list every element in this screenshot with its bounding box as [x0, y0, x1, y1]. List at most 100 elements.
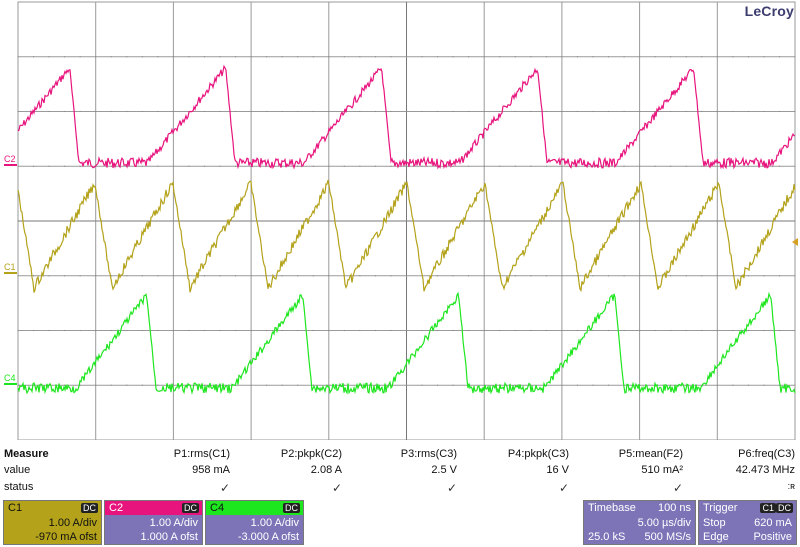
grid-dot: [716, 384, 718, 386]
grid-dot: [157, 275, 159, 277]
grid-dot: [639, 165, 641, 167]
grid-dot: [732, 165, 734, 167]
grid-dot: [328, 329, 330, 332]
grid-dot: [64, 56, 66, 58]
grid-dot: [359, 220, 361, 222]
grid-dot: [701, 329, 703, 332]
grid-dot: [499, 56, 501, 58]
grid-dot: [234, 275, 237, 277]
grid-dot: [716, 110, 718, 113]
grid-dot: [716, 165, 718, 167]
grid-dot: [685, 329, 687, 332]
grid-dot: [701, 275, 703, 277]
grid-dot: [219, 220, 221, 222]
grid-dot: [203, 165, 206, 167]
grid-dot: [390, 165, 392, 167]
channel-box-c1[interactable]: C1 DC 1.00 A/div -970 mA ofst: [3, 500, 102, 545]
grid-dot: [17, 275, 19, 277]
param-name-p4[interactable]: P4:pkpk(C3): [507, 448, 569, 460]
measure-value-row: value 958 mA 2.08 A 2.5 V 16 V 510 mA² 4…: [0, 464, 800, 480]
grid-dot: [763, 56, 765, 58]
param-name-p2[interactable]: P2:pkpk(C2): [280, 448, 342, 460]
param-name-p3[interactable]: P3:rms(C3): [400, 448, 457, 460]
grid-dot: [79, 165, 81, 167]
channel-name: C4: [210, 502, 225, 514]
c1-ground-label: C1: [4, 262, 16, 272]
grid-dot: [623, 220, 625, 222]
grid-dot: [188, 329, 190, 332]
grid-dot: [685, 56, 687, 58]
grid-dot: [530, 275, 532, 277]
grid-dot: [794, 110, 796, 113]
grid-dot: [126, 110, 128, 113]
grid-dot: [654, 329, 656, 332]
grid-dot: [421, 329, 423, 332]
channel-box-c2[interactable]: C2 DC 1.00 A/div 1.000 A ofst: [104, 500, 203, 545]
grid-dot: [483, 220, 485, 222]
param-name-p1[interactable]: P1:rms(C1): [173, 448, 230, 460]
status-check-icon: ✓: [558, 481, 569, 495]
coupling-badge: DC: [81, 503, 98, 513]
grid-dot: [639, 56, 641, 58]
grid-dot: [452, 110, 454, 113]
grid-dot: [747, 275, 749, 277]
grid-dot: [281, 275, 283, 277]
grid-dot: [234, 165, 237, 167]
channel-name: C1: [8, 502, 23, 514]
status-check-icon: ✓: [331, 481, 342, 495]
grid-dot: [794, 220, 796, 222]
grid-dot: [405, 220, 408, 222]
param-name-p5[interactable]: P5:mean(F2): [618, 448, 683, 460]
channel-offset: -970 mA ofst: [35, 531, 97, 543]
grid-dot: [126, 275, 128, 277]
grid-dot: [234, 220, 237, 222]
grid-dot: [172, 220, 174, 222]
grid-dot: [79, 384, 81, 386]
grid-dot: [545, 165, 547, 167]
grid-dot: [32, 220, 35, 222]
grid-dot: [778, 329, 781, 332]
grid-dot: [250, 220, 252, 222]
grid-dot: [343, 384, 345, 386]
grid-dot: [359, 165, 361, 167]
grid-dot: [639, 275, 641, 277]
grid-dot: [328, 220, 330, 222]
param-name-p6[interactable]: P6:freq(C3): [738, 448, 795, 460]
grid-dot: [607, 384, 610, 386]
c4-ground-label: C4: [4, 373, 16, 383]
grid-dot: [374, 220, 377, 222]
grid-dot: [499, 165, 501, 167]
grid-dot: [763, 329, 765, 332]
grid-dot: [79, 220, 81, 222]
trigger-box[interactable]: Trigger C1 DC Stop 620 mA Edge Positive: [698, 500, 797, 545]
grid-dot: [436, 329, 439, 332]
grid-dot: [266, 384, 268, 386]
grid-dot: [732, 220, 734, 222]
grid-dot: [17, 110, 19, 113]
grid-dot: [623, 329, 625, 332]
grid-dot: [405, 56, 408, 58]
grid-dot: [141, 275, 143, 277]
trace-c4: [17, 291, 796, 395]
grid-dot: [17, 56, 19, 58]
grid-dot: [561, 275, 563, 277]
grid-dot: [483, 275, 485, 277]
grid-dot: [405, 275, 408, 277]
grid-dot: [545, 220, 547, 222]
coupling-badge: DC: [182, 503, 199, 513]
grid-dot: [499, 329, 501, 332]
grid-dot: [126, 329, 128, 332]
grid-dot: [219, 329, 221, 332]
timebase-samples: 25.0 kS: [588, 531, 626, 543]
grid-dot: [778, 220, 781, 222]
channel-box-c4[interactable]: C4 DC 1.00 A/div -3.000 A ofst: [205, 500, 304, 545]
grid-dot: [545, 56, 547, 58]
grid-dot: [452, 56, 454, 58]
grid-dot: [359, 275, 361, 277]
grid-dot: [219, 275, 221, 277]
timebase-box[interactable]: Timebase 100 ns 5.00 µs/div 25.0 kS 500 …: [583, 500, 696, 545]
grid-dot: [607, 275, 610, 277]
grid-dot: [188, 56, 190, 58]
grid-dot: [436, 220, 439, 222]
grid-dot: [203, 275, 206, 277]
